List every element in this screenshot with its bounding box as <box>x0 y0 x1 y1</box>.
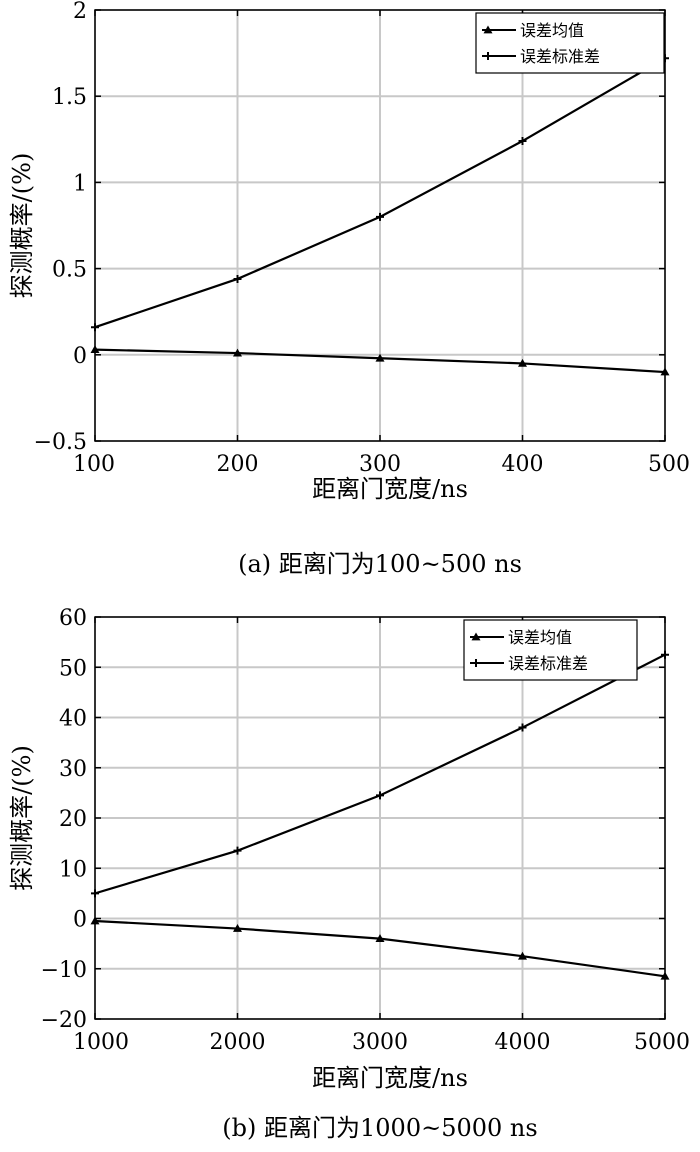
triangle-marker <box>518 951 527 960</box>
legend-box <box>475 12 665 74</box>
legend-label: 误差标准差 <box>520 47 600 66</box>
x-tick-label: 400 <box>502 452 544 477</box>
series-error-std <box>91 650 669 898</box>
x-tick-label: 5000 <box>634 1030 690 1055</box>
plus-marker <box>376 791 384 800</box>
triangle-marker <box>483 25 493 34</box>
series-error-mean <box>90 345 670 376</box>
y-tick-label: 50 <box>59 656 87 681</box>
triangle-marker <box>233 924 242 932</box>
x-tick-label: 2000 <box>210 1030 266 1055</box>
y-axis-label: 探测概率/(%) <box>8 745 36 891</box>
y-tick-label: 0 <box>73 908 87 933</box>
y-tick-label: 1.5 <box>52 85 87 110</box>
plus-marker <box>91 323 99 332</box>
y-tick-label: −10 <box>41 958 87 983</box>
triangle-marker <box>233 348 242 357</box>
y-tick-label: −20 <box>41 1008 87 1033</box>
x-tick-label: 300 <box>359 452 401 477</box>
x-axis-label: 距离门宽度/ns <box>312 475 468 503</box>
y-tick-label: 10 <box>59 857 87 882</box>
plus-marker <box>376 212 384 221</box>
triangle-marker <box>375 934 385 942</box>
plus-marker <box>518 723 527 732</box>
figure-caption: (b) 距离门为1000~5000 ns <box>222 1114 537 1142</box>
triangle-marker <box>375 353 385 362</box>
y-tick-label: 1 <box>73 171 87 196</box>
plus-marker <box>518 137 527 146</box>
y-tick-label: 0.5 <box>52 258 87 283</box>
y-tick-label: 20 <box>59 807 87 832</box>
plus-marker <box>91 889 99 898</box>
chart-b: 1000 2000 3000 4000 5000 −20 −10 0 10 20 30 40 50 60 距… <box>8 606 690 1142</box>
y-axis-label: 探测概率/(%) <box>8 153 36 299</box>
y-tick-label: 2 <box>73 0 87 24</box>
x-axis-label: 距离门宽度/ns <box>312 1064 468 1092</box>
legend-label: 误差均值 <box>508 628 572 647</box>
triangle-marker <box>518 358 527 367</box>
triangle-marker <box>471 632 481 641</box>
y-tick-label: 40 <box>59 707 87 732</box>
legend-label: 误差均值 <box>520 21 584 40</box>
plus-marker <box>661 650 669 659</box>
triangle-marker <box>90 916 100 925</box>
y-tick-label: −0.5 <box>34 430 87 455</box>
triangle-marker <box>660 971 670 980</box>
triangle-marker <box>660 367 670 376</box>
plus-marker <box>472 659 480 667</box>
legend-box <box>463 619 638 681</box>
x-tick-label: 3000 <box>352 1030 408 1055</box>
y-tick-label: 0 <box>73 344 87 369</box>
x-tick-label: 4000 <box>495 1030 551 1055</box>
chart-a: 100 200 300 400 500 −0.5 0 0.5 1 1.5 2 距离门宽度/ns 探测概率… <box>8 0 690 578</box>
y-tick-label: 30 <box>59 757 87 782</box>
plus-marker <box>233 846 242 855</box>
plus-marker <box>233 274 242 283</box>
plus-marker <box>484 52 492 60</box>
figure-caption: (a) 距离门为100~500 ns <box>238 550 522 578</box>
y-tick-label: 60 <box>59 606 87 631</box>
x-tick-label: 500 <box>648 452 690 477</box>
x-tick-label: 1000 <box>73 1030 129 1055</box>
x-tick-label: 100 <box>73 452 115 477</box>
series-error-mean <box>90 916 670 980</box>
triangle-marker <box>90 345 100 354</box>
legend-label: 误差标准差 <box>508 654 588 673</box>
x-tick-label: 200 <box>217 452 259 477</box>
